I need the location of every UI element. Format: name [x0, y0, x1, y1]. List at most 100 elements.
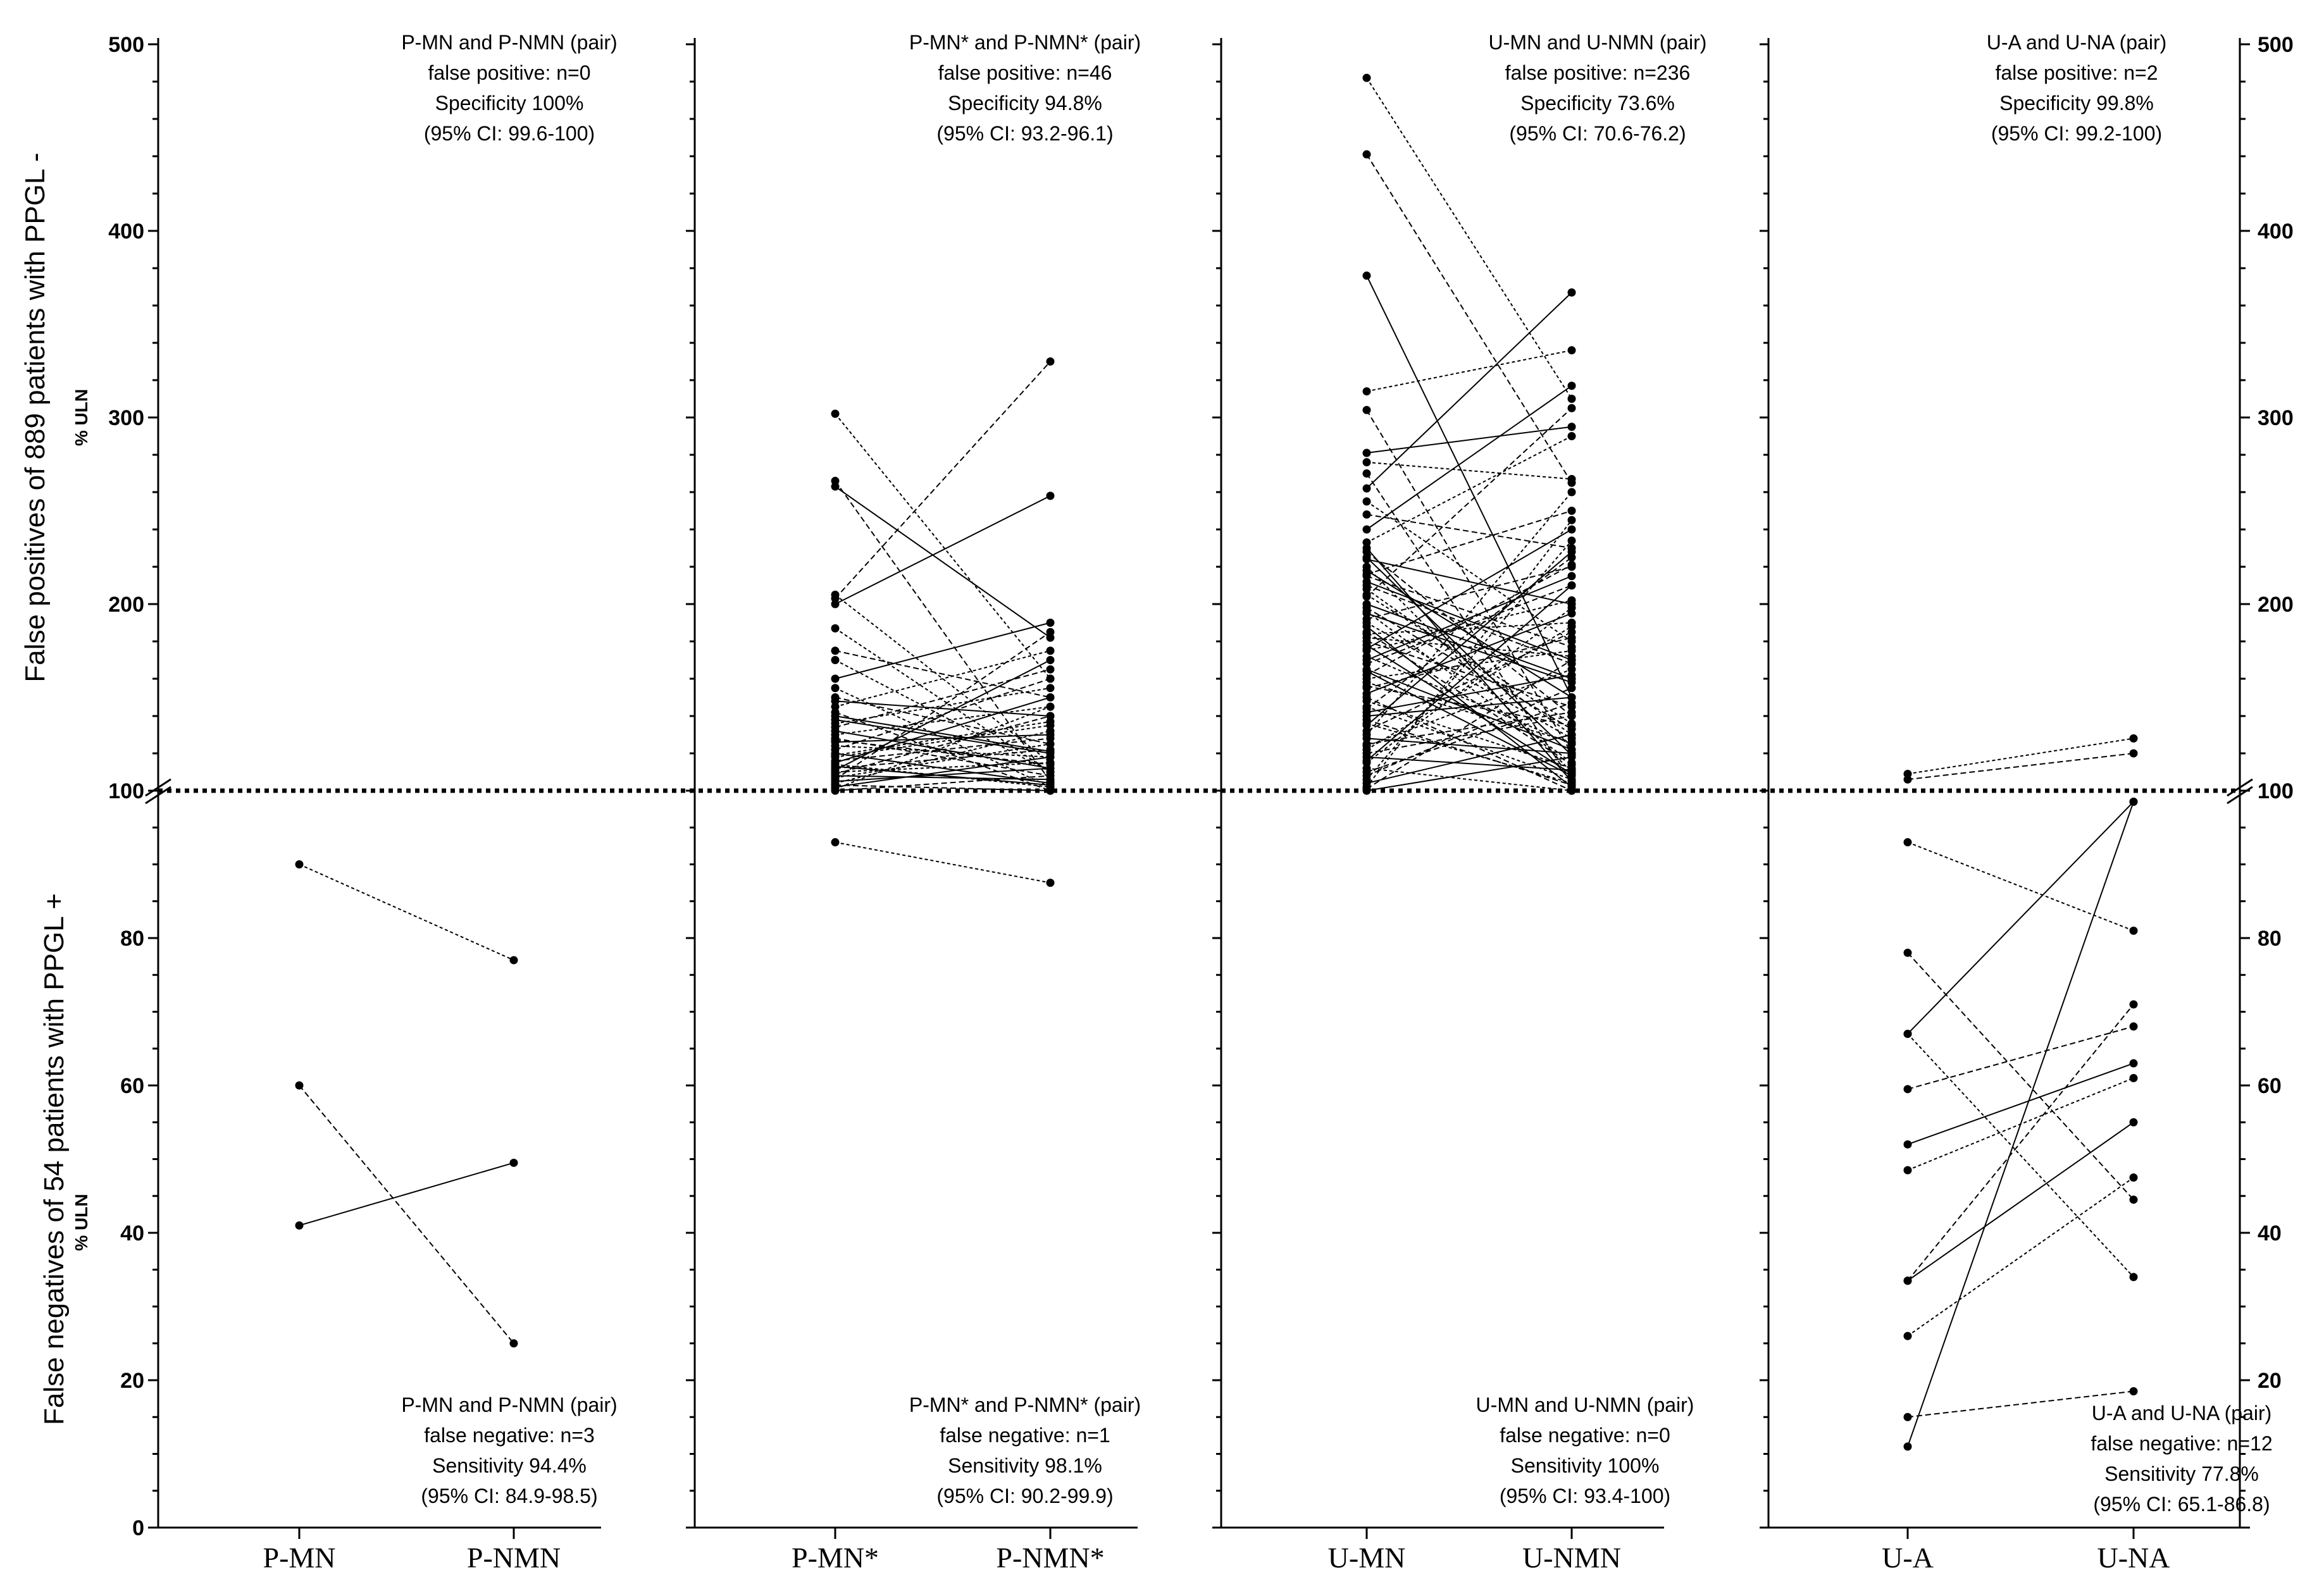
point-fp-2-17-b [1046, 665, 1055, 674]
point-fp-2-40-b [1046, 702, 1055, 711]
x-category-label-2-2: P-NMN* [996, 1541, 1104, 1574]
point-fn-4-10-a [1903, 1331, 1912, 1340]
point-fp-3-54-a [1362, 544, 1371, 552]
point-fp-3-11-a [1362, 510, 1371, 519]
point-fp-3-5-a [1362, 405, 1371, 414]
right-y-tick-label-bottom: 100 [2258, 779, 2294, 803]
y-tick-label-top: 300 [108, 406, 144, 430]
x-category-label-1-1: P-MN [263, 1541, 335, 1574]
bottom-annotation-4: Sensitivity 77.8% [2104, 1462, 2259, 1485]
pair-line-fp-3-26 [1366, 641, 1572, 708]
pair-line-fn-4-5 [1907, 1025, 2134, 1090]
point-fp-2-45-b [1046, 747, 1055, 756]
point-fn-4-4-a [1903, 1029, 1912, 1038]
top-annotation-2: (95% CI: 93.2-96.1) [936, 122, 1113, 145]
x-category-label-4-1: U-A [1882, 1541, 1934, 1574]
y-axis-unit-bottom: % ULN [71, 1194, 91, 1251]
point-fp-3-6-a [1362, 448, 1371, 457]
pair-line-fp-2-32 [835, 715, 1051, 775]
point-fn-1-3-a [295, 1221, 304, 1230]
pair-line-fp-3-64 [1366, 594, 1572, 724]
pair-line-fp-3-4 [1366, 349, 1572, 392]
point-fp-3-1-a [1362, 73, 1371, 82]
pair-line-fp-3-6 [1366, 426, 1572, 454]
point-fp-2-6-a [831, 600, 840, 609]
point-fp-3-70-a [1362, 745, 1371, 754]
point-fn-4-4-b [2129, 1273, 2138, 1282]
point-fp-2-27-b [1046, 693, 1055, 701]
right-y-tick-label-top: 200 [2258, 593, 2294, 617]
pair-line-fp-3-55 [1366, 607, 1572, 763]
top-annotation-1: (95% CI: 99.6-100) [424, 122, 595, 145]
pair-line-fp-3-61 [1366, 600, 1572, 652]
pair-line-fp-3-62 [1366, 631, 1572, 765]
point-fp-2-3-a [831, 482, 840, 491]
axis-break-mark-1a [145, 778, 171, 797]
pair-line-fp-2-9 [835, 622, 1051, 679]
point-fp-3-66-a [1362, 553, 1371, 562]
top-annotation-1: Specificity 100% [435, 92, 584, 114]
point-fp-2-6-b [1046, 491, 1055, 500]
pair-line-fp-3-48 [1366, 756, 1572, 791]
y-tick-label-bottom: 20 [120, 1369, 144, 1393]
point-fp-2-43-b [1046, 717, 1055, 726]
point-fp-3-20-b [1567, 404, 1576, 412]
right-y-tick-label-top: 400 [2258, 219, 2294, 244]
bottom-annotation-4: (95% CI: 65.1-86.8) [2093, 1493, 2270, 1516]
bottom-annotation-3: (95% CI: 93.4-100) [1500, 1485, 1670, 1507]
bottom-annotation-1: (95% CI: 84.9-98.5) [421, 1485, 597, 1507]
pair-line-fp-2-40 [835, 706, 1051, 789]
pair-line-fp-3-13 [1366, 435, 1572, 543]
bottom-annotation-4: U-A and U-NA (pair) [2092, 1402, 2272, 1424]
pair-line-fp-3-54 [1366, 547, 1572, 782]
point-fp-2-44-b [1046, 760, 1055, 769]
point-fn-2-1-a [831, 838, 840, 847]
bottom-annotation-2: Sensitivity 98.1% [948, 1454, 1102, 1477]
pair-line-fp-2-23 [835, 678, 1051, 751]
pair-line-fp-3-58 [1366, 706, 1572, 781]
point-fp-2-23-b [1046, 674, 1055, 683]
point-fp-3-53-b [1567, 659, 1576, 668]
point-fn-4-5-b [2129, 1022, 2138, 1031]
point-fp-3-7-b [1567, 474, 1576, 483]
axis-break-mark-2a [2227, 778, 2253, 797]
pair-line-fp-3-15 [1366, 559, 1572, 605]
point-fn-4-12-a [1903, 1442, 1912, 1451]
pair-line-fp-3-63 [1366, 612, 1572, 683]
point-fn-4-9-a [1903, 1276, 1912, 1285]
pair-line-fp-2-13 [835, 650, 1051, 708]
point-fn-2-1-b [1046, 879, 1055, 887]
point-fp-3-66-b [1567, 751, 1576, 760]
point-fp-3-63-b [1567, 678, 1576, 687]
point-fp-3-7-a [1362, 458, 1371, 467]
pair-line-fp-3-9 [1366, 292, 1572, 489]
point-fp-3-77-b [1567, 725, 1576, 734]
pair-line-fp-3-57 [1366, 551, 1572, 726]
pair-line-fp-2-43 [835, 720, 1051, 756]
top-annotation-3: U-MN and U-NMN (pair) [1489, 31, 1707, 54]
point-fp-3-9-b [1567, 288, 1576, 297]
x-category-label-3-2: U-NMN [1522, 1541, 1621, 1574]
bottom-annotation-3: false negative: n=0 [1500, 1424, 1670, 1447]
point-fp-3-9-a [1362, 484, 1371, 493]
pair-line-fp-4-1 [1907, 738, 2134, 775]
pair-line-fp-2-15 [835, 719, 1051, 754]
point-fp-2-44-a [831, 736, 840, 744]
point-fp-3-76-b [1567, 652, 1576, 661]
point-fp-3-59-b [1567, 633, 1576, 642]
pair-line-fp-3-38 [1366, 631, 1572, 732]
pair-line-fp-2-38 [835, 784, 1051, 791]
point-fn-1-2-b [509, 1339, 518, 1348]
point-fp-3-67-a [1362, 775, 1371, 784]
point-fp-3-73-a [1362, 678, 1371, 687]
axis-break-mark-2b [2227, 786, 2253, 805]
right-y-tick-label-top: 500 [2258, 33, 2294, 57]
y-tick-label-top: 200 [108, 593, 144, 617]
bottom-annotation-3: Sensitivity 100% [1511, 1454, 1660, 1477]
pair-line-fn-4-10 [1907, 1177, 2134, 1337]
point-fp-2-34-b [1046, 739, 1055, 748]
point-fn-4-1-a [1903, 838, 1912, 847]
pair-line-fp-3-46 [1366, 519, 1572, 788]
top-annotation-2: false positive: n=46 [938, 61, 1112, 84]
